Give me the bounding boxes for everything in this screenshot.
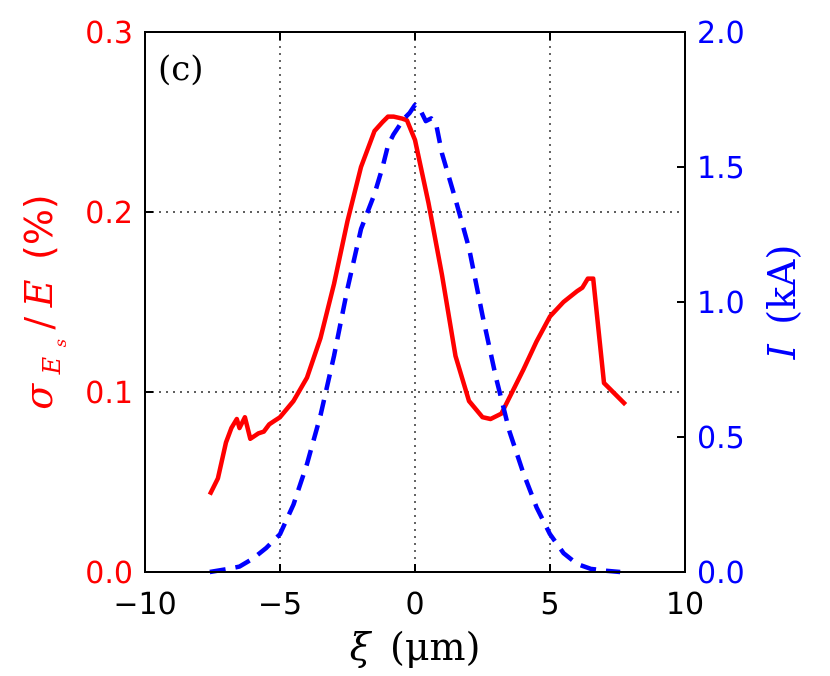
y-left-subsub: s <box>51 339 70 347</box>
y-left-tick-label-0: 0.0 <box>85 556 133 591</box>
x-tick-label-4: 10 <box>666 587 704 622</box>
y-right-tick-label-0: 0.0 <box>697 556 745 591</box>
x-tick-label-1: −5 <box>258 587 302 622</box>
series-line-current <box>209 102 621 575</box>
x-axis-label: ξ (μm) <box>350 625 481 669</box>
x-axis-symbol: ξ <box>350 625 373 669</box>
y-left-tick-label-3: 0.3 <box>85 16 133 51</box>
x-tick-label-3: 5 <box>540 587 559 622</box>
y-left-tick-label-2: 0.2 <box>85 196 133 231</box>
y-right-symbol: I <box>760 343 804 360</box>
y-right-tick-label-1: 0.5 <box>697 421 745 456</box>
series-group <box>207 102 628 575</box>
y-left-axis-label: σ E s / E (%) <box>17 194 75 410</box>
y-right-tick-label-3: 1.5 <box>697 151 745 186</box>
y-left-unit: (%) <box>17 194 61 260</box>
series-line-energy-spread <box>207 114 628 496</box>
y-right-axis-label: I (kA) <box>760 245 804 361</box>
ticks-group: −10 −5 0 5 100.00.10.20.30.00.51.01.52.0 <box>85 16 744 622</box>
y-left-sub: E <box>38 356 66 375</box>
x-tick-label-2: 0 <box>405 587 424 622</box>
panel-label: (c) <box>158 49 204 89</box>
y-right-unit: (kA) <box>760 245 804 325</box>
y-left-tick-label-1: 0.1 <box>85 376 133 411</box>
x-tick-label-0: −10 <box>113 587 176 622</box>
x-axis-unit: (μm) <box>390 625 480 669</box>
y-left-slash: / <box>17 317 61 330</box>
y-right-tick-label-4: 2.0 <box>697 16 745 51</box>
y-left-symbol: σ <box>17 383 61 410</box>
y-right-tick-label-2: 1.0 <box>697 286 745 321</box>
grid-lines <box>145 32 685 572</box>
y-left-den: E <box>17 279 61 308</box>
